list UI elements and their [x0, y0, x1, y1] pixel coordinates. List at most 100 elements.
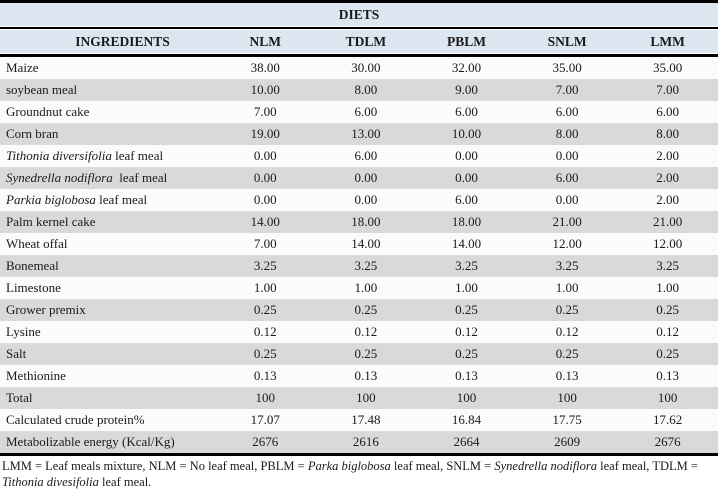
diet-value-cell: 7.00 [253, 236, 277, 251]
text-segment: leaf meal [112, 170, 168, 185]
text-segment: Lysine [6, 324, 41, 339]
table-bottom-border [0, 453, 718, 456]
header-separator-line [0, 54, 718, 57]
ingredient-name: Palm kernel cake [0, 211, 215, 233]
diet-value-cell: 2676 [252, 434, 279, 449]
diet-value-cell: 0.13 [354, 368, 378, 383]
diet-value-cell: 1.00 [656, 280, 680, 295]
diet-value-cell: 0.00 [555, 192, 579, 207]
text-segment: Total [6, 390, 33, 405]
text-segment: Wheat offal [6, 236, 68, 251]
diet-value-cell: 0.13 [253, 368, 277, 383]
diet-value-cell: 7.00 [253, 104, 277, 119]
ingredient-name: Parkia biglobosa leaf meal [0, 189, 215, 211]
diet-value-cell: 1.00 [455, 280, 478, 295]
diet-value-cell: 2616 [352, 434, 379, 449]
diet-value-cell: 2.00 [656, 192, 680, 207]
diet-value-cell: 0.12 [253, 324, 277, 339]
diet-value-cell: 3.25 [455, 258, 478, 273]
diet-value-cell: 7.00 [555, 82, 579, 97]
table-row: Calculated crude protein% 17.07 17.48 16.8… [0, 409, 718, 431]
text-segment: LMM = Leaf meals mixture, NLM = No leaf … [2, 459, 308, 473]
text-segment: Grower premix [6, 302, 86, 317]
diet-value-cell: 0.25 [656, 302, 680, 317]
diet-value-cell: 100 [557, 390, 577, 405]
species-name-italic: Tithonia divesifolia [2, 474, 99, 489]
table-row: Bonemeal 3.25 3.25 3.25 3.25 3.25 [0, 255, 718, 277]
diet-value-cell: 100 [456, 390, 477, 405]
text-segment: Bonemeal [6, 258, 59, 273]
ingredient-name: Maize [0, 57, 215, 79]
diet-value-cell: 18.00 [351, 214, 381, 229]
table-row: Groundnut cake 7.00 6.00 6.00 6.00 6.00 [0, 101, 718, 123]
diet-value-cell: 0.25 [253, 302, 277, 317]
diet-value-cell: 100 [657, 390, 678, 405]
text-segment: leaf meal, TDLM = [597, 459, 698, 473]
diet-value-cell: 14.00 [451, 236, 482, 251]
diet-value-cell: 0.00 [253, 170, 277, 185]
diet-value-cell: 6.00 [354, 104, 378, 119]
diet-value-cell: 2609 [554, 434, 581, 449]
diet-value-cell: 17.48 [351, 412, 381, 427]
table-row: Corn bran 19.00 13.00 10.00 8.00 8.00 [0, 123, 718, 145]
diet-value-cell: 0.00 [354, 192, 378, 207]
species-name-italic: Parka biglobosa [307, 459, 391, 473]
diet-value-cell: 21.00 [552, 214, 582, 229]
diet-value-cell: 8.00 [555, 126, 579, 141]
ingredient-name: Groundnut cake [0, 101, 215, 123]
diet-value-cell: 21.00 [653, 214, 683, 229]
text-segment: Calculated crude protein% [6, 412, 145, 427]
ingredient-name: Salt [0, 343, 215, 365]
diet-value-cell: 0.25 [455, 302, 478, 317]
text-segment: soybean meal [6, 82, 78, 97]
diet-value-cell: 17.07 [250, 412, 280, 427]
diet-value-cell: 0.12 [555, 324, 579, 339]
table-row: Lysine 0.12 0.12 0.12 0.12 0.12 [0, 321, 718, 343]
diet-value-cell: 18.00 [451, 214, 482, 229]
diet-value-cell: 0.12 [656, 324, 680, 339]
column-header-snlm: SNLM [547, 34, 587, 49]
table-title-row: DIETS [0, 3, 718, 26]
diet-value-cell: 2664 [453, 434, 480, 449]
diet-value-cell: 30.00 [351, 60, 381, 75]
diet-value-cell: 3.25 [555, 258, 579, 273]
ingredient-name: Bonemeal [0, 255, 215, 277]
column-header-tdlm: TDLM [345, 34, 387, 49]
diet-value-cell: 0.00 [253, 148, 277, 163]
column-header-row: INGREDIENTS NLM TDLM PBLM SNLM LMM [0, 30, 718, 53]
ingredient-name: Corn bran [0, 123, 215, 145]
diet-value-cell: 0.25 [354, 346, 378, 361]
diet-value-cell: 10.00 [250, 82, 280, 97]
diet-value-cell: 17.75 [552, 412, 582, 427]
diet-value-cell: 12.00 [552, 236, 582, 251]
ingredient-name: Calculated crude protein% [0, 409, 215, 431]
ingredient-name: Wheat offal [0, 233, 215, 255]
text-segment: leaf meal. [98, 474, 152, 489]
diet-value-cell: 6.00 [455, 192, 478, 207]
title-separator-line [0, 27, 718, 29]
diet-value-cell: 17.62 [653, 412, 683, 427]
diet-value-cell: 9.00 [455, 82, 478, 97]
diet-value-cell: 100 [255, 390, 276, 405]
diet-value-cell: 8.00 [354, 82, 378, 97]
diet-value-cell: 1.00 [253, 280, 277, 295]
table-row: Methionine 0.13 0.13 0.13 0.13 0.13 [0, 365, 718, 387]
text-segment: Methionine [6, 368, 66, 383]
diet-value-cell: 16.84 [451, 412, 482, 427]
diet-value-cell: 0.12 [455, 324, 478, 339]
species-name-italic: Parkia biglobosa [6, 192, 96, 207]
table-row: Limestone 1.00 1.00 1.00 1.00 1.00 [0, 277, 718, 299]
diet-value-cell: 14.00 [250, 214, 280, 229]
table-footnote: LMM = Leaf meals mixture, NLM = No leaf … [0, 456, 718, 492]
diet-value-cell: 2676 [654, 434, 681, 449]
diet-value-cell: 0.00 [253, 192, 277, 207]
diet-value-cell: 0.25 [656, 346, 680, 361]
diet-value-cell: 0.00 [455, 170, 478, 185]
diet-value-cell: 0.13 [656, 368, 680, 383]
ingredient-name: Lysine [0, 321, 215, 343]
table-row: Salt 0.25 0.25 0.25 0.25 0.25 [0, 343, 718, 365]
table-row: Total 100 100 100 100 100 [0, 387, 718, 409]
table-row: Parkia biglobosa leaf meal 0.00 0.00 6.00 0… [0, 189, 718, 211]
ingredient-name: Methionine [0, 365, 215, 387]
